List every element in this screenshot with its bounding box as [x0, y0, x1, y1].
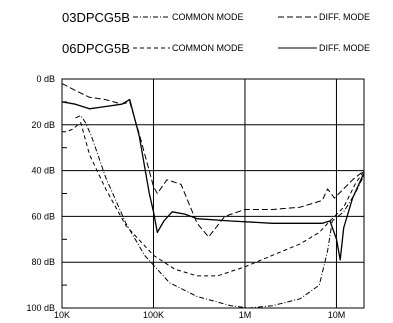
legend-model-name: 06DPCG5B [62, 41, 130, 56]
y-tick-label: 100 dB [26, 303, 55, 313]
plot-frame [61, 78, 365, 309]
series-line-4 [61, 98, 365, 261]
series-line-1 [75, 115, 365, 309]
x-axis: 10K 100K 1M 10M [54, 310, 345, 320]
x-tick-label: 1M [239, 310, 252, 320]
legend-label: DIFF. MODE [319, 43, 370, 53]
x-tick-label: 10K [54, 310, 70, 320]
series-line-2 [61, 83, 365, 238]
grid [62, 79, 364, 308]
y-tick-label: 60 dB [31, 211, 55, 221]
series-line-3 [62, 122, 365, 277]
legend-label: COMMON MODE [172, 43, 244, 53]
y-tick-label: 80 dB [31, 257, 55, 267]
legend-label: DIFF. MODE [319, 12, 370, 22]
x-tick-label: 10M [328, 310, 346, 320]
x-tick-label: 100K [143, 310, 164, 320]
y-tick-label: 40 dB [31, 166, 55, 176]
y-tick-label: 0 dB [36, 74, 55, 84]
legend-model-name: 03DPCG5B [62, 10, 130, 25]
legend: 03DPCG5B COMMON MODE DIFF. MODE 06DPCG5B COM… [62, 10, 370, 56]
y-axis: 0 dB 20 dB 40 dB 60 dB 80 dB 100 dB [26, 74, 55, 313]
legend-label: COMMON MODE [172, 12, 244, 22]
series-layer [61, 83, 365, 309]
y-tick-label: 20 dB [31, 120, 55, 130]
